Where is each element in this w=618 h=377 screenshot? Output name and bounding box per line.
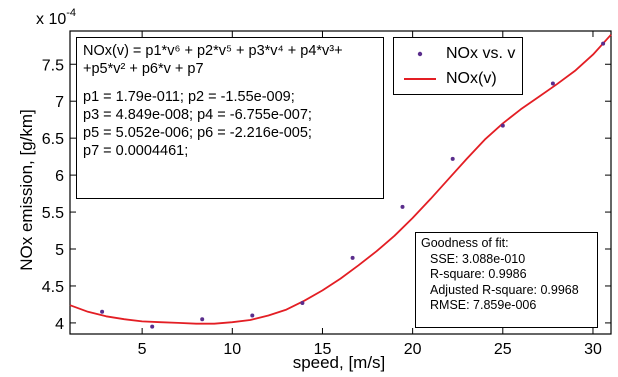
gof-adj-r-square: Adjusted R-square: 0.9968: [430, 282, 579, 297]
gof-rmse: RMSE: 7.859e-006: [430, 298, 537, 312]
x-tick-label: 15: [314, 341, 332, 358]
param-line-2: p3 = 4.849e-008; p4 = -6.755e-007;: [83, 107, 312, 123]
y-tick-label: 6.5: [42, 131, 64, 148]
x-tick-label: 20: [404, 341, 422, 358]
data-point: [100, 309, 105, 314]
goodness-of-fit-box: Goodness of fit: SSE: 3.088e-010 R-squar…: [415, 232, 598, 328]
y-tick-label: 7: [55, 94, 64, 111]
y-tick-label: 5: [55, 242, 64, 259]
plot-area: 5 10 15 20 25 30 4 4.5 5 5.5 6 6.5 7 7.5: [42, 30, 612, 358]
gof-r-square: R-square: 0.9986: [430, 267, 527, 281]
y-tick-label: 7.5: [42, 57, 64, 74]
data-point: [300, 301, 305, 305]
y-tick-label: 5.5: [42, 205, 64, 222]
y-tick-label: 4: [55, 316, 64, 333]
equation-line-1: NOx(v) = p1*v⁶ + p2*v⁵ + p3*v⁴ + p4*v³+: [83, 43, 343, 59]
param-line-3: p5 = 5.052e-006; p6 = -2.216e-005;: [83, 125, 312, 141]
x-tick-label: 5: [138, 341, 147, 358]
data-point: [200, 317, 205, 322]
x-tick-label: 10: [223, 341, 241, 358]
legend-label-curve: NOx(v): [446, 70, 497, 87]
y-tick-label: 6: [55, 168, 64, 185]
param-line-1: p1 = 1.79e-011; p2 = -1.55e-009;: [83, 89, 295, 105]
x-axis-title: speed, [m/s]: [293, 353, 386, 372]
legend-entry-curve: NOx(v): [394, 68, 522, 90]
data-point: [350, 255, 355, 260]
x-tick-label: 30: [584, 341, 602, 358]
x-tick-label: 25: [494, 341, 512, 358]
data-point: [500, 123, 505, 128]
legend: NOx vs. v NOx(v): [393, 37, 523, 95]
fit-curve-line: [69, 34, 612, 325]
data-point: [450, 156, 455, 161]
data-point: [250, 313, 255, 318]
data-point: [601, 41, 606, 46]
fit-equation-box: NOx(v) = p1*v⁶ + p2*v⁵ + p3*v⁴ + p4*v³+ …: [76, 37, 384, 199]
equation-line-2: +p5*v² + p6*v + p7: [83, 61, 204, 77]
plot-frame: [69, 30, 612, 335]
gof-title: Goodness of fit:: [421, 236, 509, 250]
legend-label-points: NOx vs. v: [446, 45, 516, 62]
data-point: [150, 324, 155, 329]
param-line-4: p7 = 0.0004461;: [83, 143, 189, 159]
y-axis-title: NOx emission, [g/km]: [17, 109, 36, 271]
gof-sse: SSE: 3.088e-010: [430, 251, 526, 266]
line-swatch-icon: [404, 78, 436, 80]
legend-entry-points: NOx vs. v: [394, 43, 522, 65]
y-tick-label: 4.5: [42, 279, 64, 296]
data-point: [400, 204, 405, 209]
y-scale-multiplier: x 10-4: [36, 7, 76, 28]
point-marker-icon: [417, 51, 423, 57]
data-point: [550, 81, 555, 86]
